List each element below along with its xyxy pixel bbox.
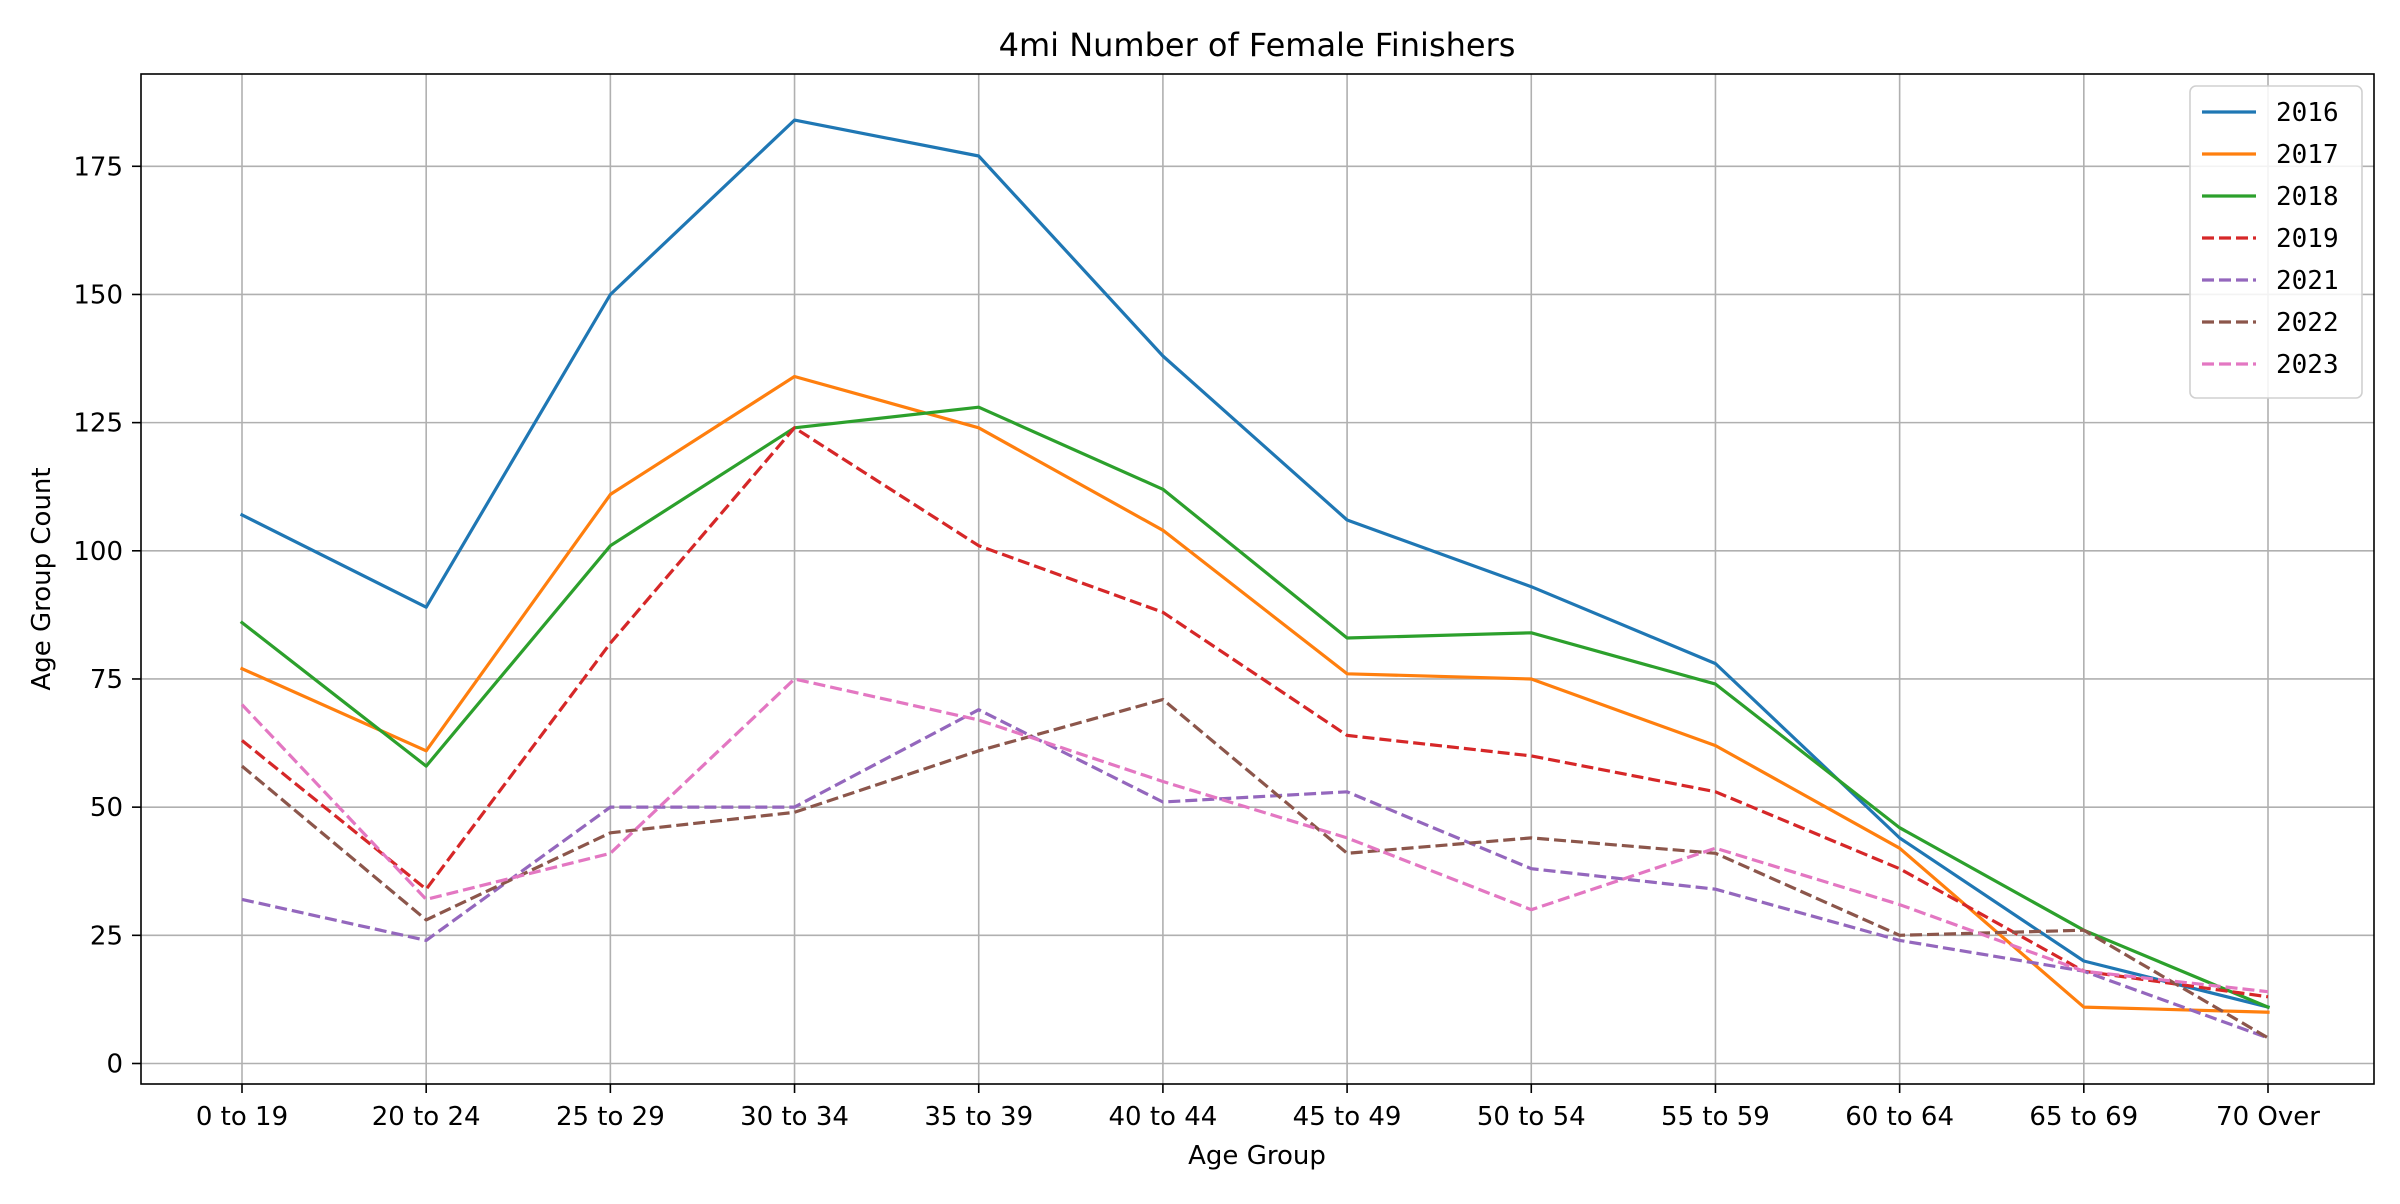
x-tick-label: 60 to 64 — [1845, 1102, 1954, 1132]
legend-label-2021: 2021 — [2276, 266, 2339, 296]
series-layer — [239, 118, 2271, 1040]
x-tick-label: 35 to 39 — [924, 1102, 1033, 1132]
x-tick-label: 30 to 34 — [740, 1102, 849, 1132]
legend-label-2016: 2016 — [2276, 98, 2339, 128]
x-tick-label: 55 to 59 — [1661, 1102, 1770, 1132]
legend-box — [2189, 85, 2363, 399]
x-tick-label: 25 to 29 — [556, 1102, 665, 1132]
x-tick-label: 20 to 24 — [372, 1102, 481, 1132]
x-tick-label: 45 to 49 — [1293, 1102, 1402, 1132]
legend: 2016 2017 2018 2019 2021 2022 2023 — [2189, 85, 2363, 399]
legend-label-2019: 2019 — [2276, 224, 2339, 254]
series-line-2018 — [239, 405, 2271, 1010]
legend-label-2022: 2022 — [2276, 308, 2339, 338]
series-line-2022 — [240, 697, 2269, 1040]
series-line-2021 — [241, 708, 2269, 1040]
x-tick-label: 70 Over — [2216, 1102, 2320, 1132]
chart-title: 4mi Number of Female Finishers — [999, 26, 1516, 64]
y-tick-label: 150 — [73, 280, 123, 310]
series-line-2023 — [240, 677, 2269, 994]
y-tick-label: 100 — [73, 537, 123, 567]
y-tick-label: 175 — [73, 152, 123, 182]
series-line-2019 — [240, 426, 2269, 999]
legend-label-2023: 2023 — [2276, 350, 2339, 380]
series-line-2017 — [239, 374, 2270, 1014]
series-line-2016 — [239, 118, 2270, 1010]
plot-frame — [140, 73, 2375, 1085]
x-tick-label: 65 to 69 — [2029, 1102, 2138, 1132]
y-tick-label: 50 — [90, 793, 123, 823]
legend-label-2018: 2018 — [2276, 182, 2339, 212]
y-tick-label: 0 — [106, 1049, 123, 1079]
y-axis-label: Age Group Count — [27, 467, 57, 690]
x-tick-label: 50 to 54 — [1477, 1102, 1586, 1132]
x-tick-label: 40 to 44 — [1109, 1102, 1218, 1132]
x-axis-label: Age Group — [1188, 1141, 1326, 1171]
y-tick-label: 25 — [90, 921, 123, 951]
tick-layer: 0 to 19 20 to 24 25 to 29 30 to 34 35 to 39 4… — [73, 152, 2320, 1132]
legend-label-2017: 2017 — [2276, 140, 2339, 170]
x-tick-label: 0 to 19 — [196, 1102, 288, 1132]
y-tick-label: 75 — [90, 665, 123, 695]
y-tick-label: 125 — [73, 409, 123, 439]
